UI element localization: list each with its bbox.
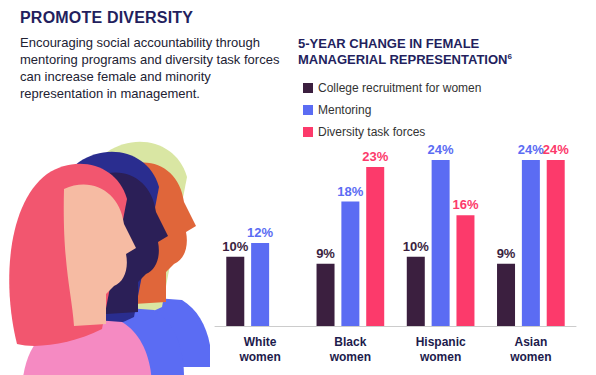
svg-text:9%: 9%: [316, 246, 335, 261]
svg-text:Hispanic: Hispanic: [416, 335, 466, 349]
svg-text:16%: 16%: [452, 197, 478, 212]
svg-text:College recruitment for women: College recruitment for women: [318, 81, 481, 95]
svg-text:23%: 23%: [362, 149, 388, 164]
svg-text:18%: 18%: [337, 184, 363, 199]
svg-text:women: women: [329, 350, 371, 364]
svg-text:10%: 10%: [222, 239, 248, 254]
html-text:PROMOTE DIVERSITY: PROMOTE DIVERSITY: [20, 9, 194, 26]
svg-text:White: White: [244, 335, 277, 349]
svg-text:Asian: Asian: [515, 335, 548, 349]
svg-text:Black: Black: [334, 335, 366, 349]
svg-text:12%: 12%: [247, 225, 273, 240]
html-text:5-YEAR CHANGE IN FEMALE MANAGE: 5-YEAR CHANGE IN FEMALE MANAGERIAL REPRE…: [298, 36, 512, 67]
svg-text:Diversity task forces: Diversity task forces: [318, 125, 425, 139]
html-text:Encouraging social accountabil: Encouraging social accountability throug…: [20, 35, 280, 101]
svg-text:10%: 10%: [403, 239, 429, 254]
svg-text:24%: 24%: [428, 142, 454, 157]
svg-text:24%: 24%: [518, 142, 544, 157]
svg-text:women: women: [238, 350, 280, 364]
svg-text:women: women: [419, 350, 461, 364]
svg-text:24%: 24%: [543, 142, 569, 157]
svg-text:Mentoring: Mentoring: [318, 103, 371, 117]
svg-text:9%: 9%: [497, 246, 516, 261]
svg-text:women: women: [509, 350, 551, 364]
